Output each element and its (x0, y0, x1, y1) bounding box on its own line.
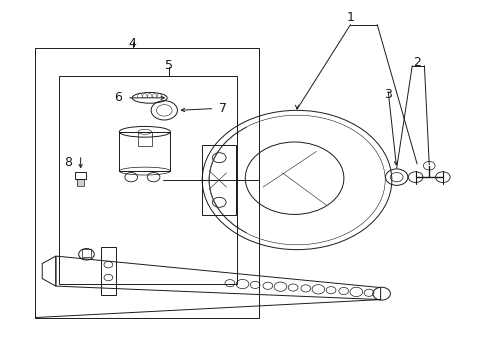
Bar (59, 76, 237, 284)
Bar (202, 145, 236, 215)
Bar (77, 179, 84, 186)
Bar (81, 249, 91, 257)
Bar (35, 48, 259, 318)
Text: 8: 8 (64, 156, 72, 168)
Bar (101, 247, 116, 295)
Text: 6: 6 (114, 91, 122, 104)
Text: 1: 1 (346, 11, 354, 24)
Text: 2: 2 (412, 55, 420, 69)
Text: 3: 3 (383, 88, 391, 101)
Text: 5: 5 (165, 59, 173, 72)
Bar (75, 172, 86, 179)
Bar (119, 132, 170, 171)
Bar (138, 132, 151, 146)
Text: 7: 7 (218, 102, 226, 115)
Text: 4: 4 (128, 37, 136, 50)
